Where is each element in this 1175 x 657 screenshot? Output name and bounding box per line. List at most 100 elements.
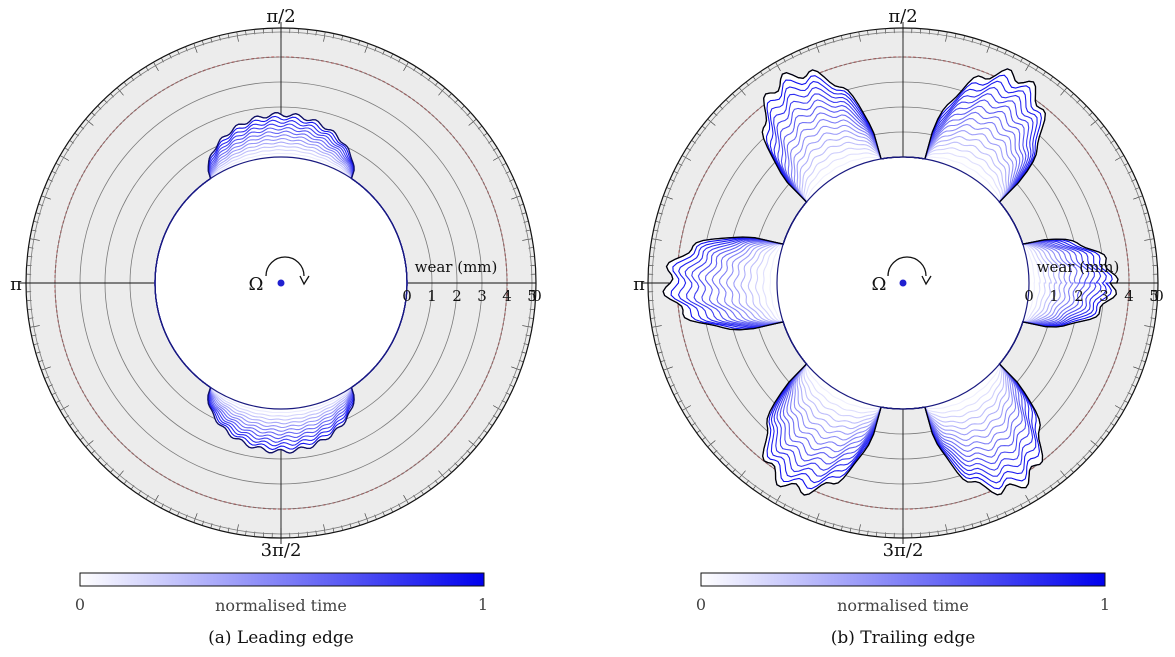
rim-tick [41,195,51,200]
rim-tick [438,470,446,479]
panel-caption: (b) Trailing edge [831,628,976,648]
panel-leading-edge: π/2 π 3π/2 Ω wear (mm) 0 1 2 3 4 50 0 normali… [10,6,542,648]
rim-tick [651,325,662,328]
angle-label-bottom: 3π/2 [883,540,924,561]
rim-tick [403,495,409,504]
wear-profile-curve [733,130,1063,436]
rim-tick [323,31,326,42]
rotation-arrow-icon [265,256,305,277]
rim-tick [438,87,446,96]
rim-tick [468,440,477,448]
wear-tick-label: 0 [1154,287,1164,305]
zero-wear-circle [154,156,408,410]
rim-tick [85,118,94,126]
colorbar-gradient [700,572,1106,587]
colorbar [79,572,485,587]
wear-profile-curve [740,135,1058,430]
rim-tick [323,524,326,535]
rim-tick [1133,366,1143,371]
rim-tick [945,524,948,535]
zero-wear-circle [776,156,1030,410]
rotation-center-dot [899,279,907,287]
rim-tick [858,31,861,42]
rim-tick [511,366,521,371]
rim-tick [193,43,198,53]
wear-axis-label: wear (mm) [415,258,498,276]
wear-profile-curve [719,118,1075,447]
rim-tick [651,238,662,241]
wear-tick-label: 2 [452,287,462,305]
rim-tick [663,195,673,200]
wear-tick-label: 1 [427,287,437,305]
rim-tick [60,405,69,411]
worn-region [663,68,1118,496]
rim-tick [682,155,691,161]
rim-tick [738,470,746,479]
rim-tick [522,238,533,241]
wear-profile-curve [747,141,1052,424]
rim-tick [1060,470,1068,479]
wear-profile-curve [684,86,1102,477]
wear-axis-label: wear (mm) [1037,258,1120,276]
colorbar-label: normalised time [215,596,347,615]
rim-tick [1133,195,1143,200]
rim-tick [986,43,991,53]
colorbar-label: normalised time [837,596,969,615]
colorbar-max-label: 1 [1100,595,1110,614]
rim-tick [511,195,521,200]
wear-tick-labels: 0 1 2 3 4 50 [1024,287,1164,305]
rim-tick [815,513,820,523]
rim-tick [1025,62,1031,71]
rim-tick [85,440,94,448]
wear-tick-label: 3 [1099,287,1109,305]
rim-tick [775,62,781,71]
rotation-arrowhead-icon [921,275,932,286]
rotation-symbol: Ω [249,274,264,295]
rim-tick [522,325,533,328]
rotation-symbol: Ω [872,274,887,295]
colorbar [700,572,1106,587]
rim-tick [858,524,861,535]
rim-tick [41,366,51,371]
wear-tick-label: 2 [1074,287,1084,305]
wear-profile-curve [769,156,1036,410]
rim-tick [1060,87,1068,96]
rim-tick [236,524,239,535]
colorbar-min-label: 0 [75,595,85,614]
wear-tick-label: 0 [402,287,412,305]
wear-profile-curve [677,80,1107,484]
wear-tick-label: 5 [527,287,537,305]
wear-tick-label: 5 [1149,287,1159,305]
rim-tick [153,62,159,71]
rim-tick [1090,118,1099,126]
rim-tick [1025,495,1031,504]
rim-tick [236,31,239,42]
angle-label-left: π [633,274,645,295]
colorbar-gradient [79,572,485,587]
wear-tick-label: 1 [1049,287,1059,305]
rim-tick [60,155,69,161]
panel-trailing-edge: π/2 π 3π/2 Ω wear (mm) 0 1 2 3 4 50 0 normali… [633,6,1164,648]
rim-tick [815,43,820,53]
wear-tick-label: 4 [1124,287,1134,305]
rim-tick [945,31,948,42]
rim-tick [493,405,502,411]
rim-tick [986,513,991,523]
rim-tick [364,513,369,523]
rim-tick [1144,325,1155,328]
wear-tick-labels: 0 1 2 3 4 50 [402,287,542,305]
rim-tick [493,155,502,161]
rim-tick [116,87,124,96]
rotation-center-dot [277,279,285,287]
final-wear-profile [662,68,1119,496]
angle-label-top: π/2 [888,6,917,27]
wear-tick-label: 0 [532,287,542,305]
colorbar-max-label: 1 [478,595,488,614]
rotation-arrowhead-icon [299,275,310,286]
polar-plot-b [642,22,1159,544]
rim-tick [364,43,369,53]
rim-tick [153,495,159,504]
rotation-arrow-icon [887,256,927,277]
rim-tick [116,470,124,479]
